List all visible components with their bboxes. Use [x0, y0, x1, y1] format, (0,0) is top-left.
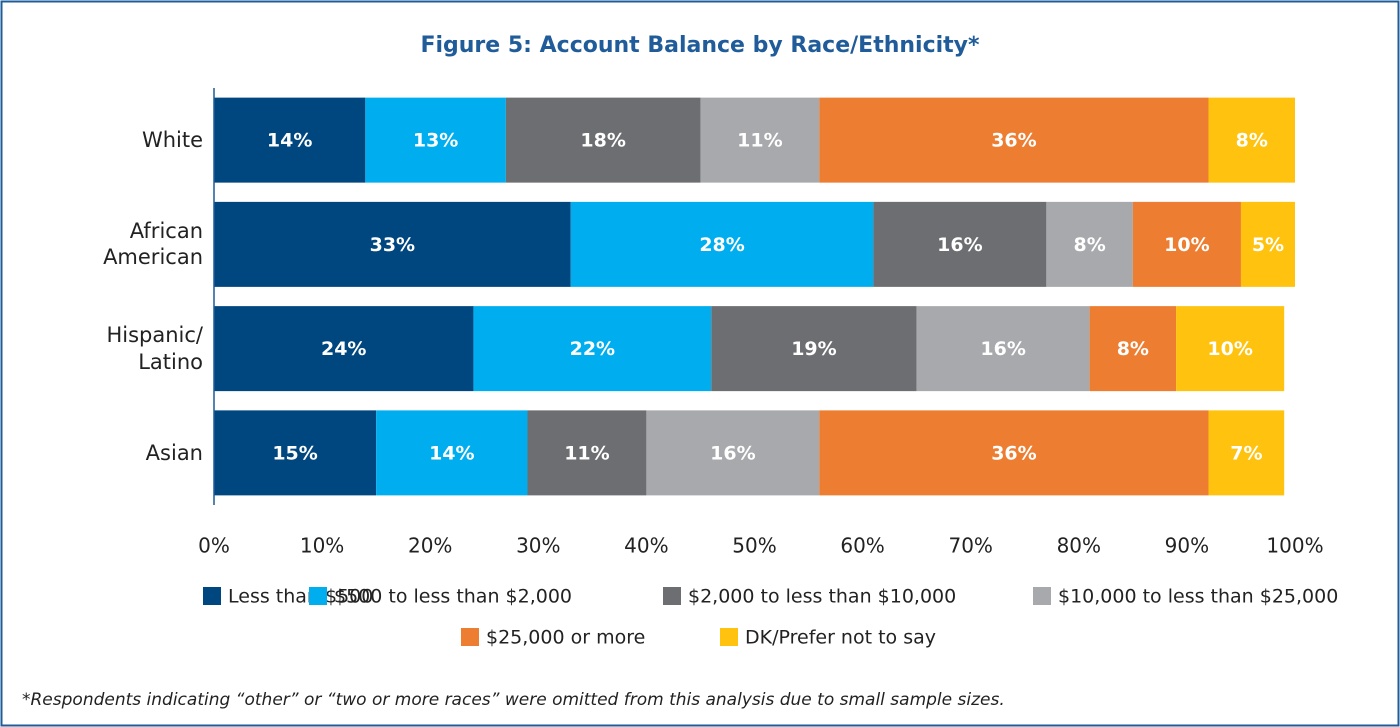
bar-segment — [214, 306, 474, 392]
x-tick-label: 10% — [300, 534, 344, 558]
data-label: 8% — [1073, 234, 1105, 256]
bar-segment — [873, 201, 1047, 287]
data-label: 18% — [580, 130, 625, 152]
bar-segment — [819, 97, 1209, 183]
legend-swatch — [203, 587, 221, 605]
data-label: 19% — [791, 338, 836, 360]
data-label: 7% — [1230, 442, 1262, 464]
x-tick-label: 20% — [408, 534, 452, 558]
category-label-box: African American — [103, 219, 203, 270]
legend-label: $25,000 or more — [486, 627, 645, 649]
x-tick-label: 70% — [948, 534, 992, 558]
data-label: 8% — [1117, 338, 1149, 360]
bar-segment — [819, 410, 1209, 496]
x-tick-label: 50% — [732, 534, 776, 558]
data-label: 22% — [570, 338, 615, 360]
legend-swatch — [720, 628, 738, 646]
data-label: 16% — [937, 234, 982, 256]
y-tick-label: White — [141, 128, 203, 152]
data-label: 16% — [980, 338, 1025, 360]
legend-swatch — [309, 587, 327, 605]
legend-label: $10,000 to less than $25,000 — [1058, 586, 1338, 608]
data-label: 14% — [267, 130, 312, 152]
x-tick-label: 80% — [1057, 534, 1101, 558]
bar-segment — [711, 306, 917, 392]
category-label-box: Hispanic/ Latino — [106, 323, 203, 374]
y-tick-label: Asian — [145, 440, 203, 465]
data-label: 11% — [564, 442, 609, 464]
bar-segment — [1208, 410, 1285, 496]
bar-segment — [214, 410, 377, 496]
category-label-box: White — [141, 128, 203, 152]
data-label: 14% — [429, 442, 474, 464]
data-label: 24% — [321, 338, 366, 360]
legend-label: DK/Prefer not to say — [745, 627, 936, 649]
bar-segment — [570, 201, 874, 287]
data-label: 5% — [1252, 234, 1284, 256]
bar-segment — [214, 97, 366, 183]
data-label: 28% — [699, 234, 744, 256]
legend-swatch — [1033, 587, 1051, 605]
bar-segment — [376, 410, 528, 496]
y-tick-label: African American — [103, 219, 203, 270]
bar-segment — [1132, 201, 1241, 287]
data-label: 16% — [710, 442, 755, 464]
legend-label: $500 to less than $2,000 — [334, 586, 572, 608]
legend-label: $2,000 to less than $10,000 — [688, 586, 956, 608]
category-label-box: Asian — [145, 440, 203, 465]
bar-segment — [505, 97, 701, 183]
bar-segment — [1208, 97, 1295, 183]
y-tick-label: Hispanic/ Latino — [106, 323, 203, 374]
legend-swatch — [461, 628, 479, 646]
data-label: 8% — [1236, 130, 1268, 152]
data-label: 13% — [413, 130, 458, 152]
x-tick-label: 0% — [198, 534, 230, 558]
data-label: 33% — [370, 234, 415, 256]
chart-title: Figure 5: Account Balance by Race/Ethnic… — [420, 33, 980, 58]
bar-segment — [1046, 201, 1133, 287]
data-label: 10% — [1207, 338, 1252, 360]
legend-label: Less than $500 — [228, 586, 373, 608]
x-tick-label: 60% — [840, 534, 884, 558]
bar-segment — [1240, 201, 1295, 287]
data-label: 36% — [991, 130, 1036, 152]
data-label: 11% — [737, 130, 782, 152]
bar-segment — [214, 201, 571, 287]
bar-segment — [473, 306, 712, 392]
bar-segment — [527, 410, 647, 496]
bar-segment — [700, 97, 820, 183]
bar-segment — [646, 410, 820, 496]
x-tick-label: 100% — [1266, 534, 1323, 558]
x-tick-label: 90% — [1165, 534, 1209, 558]
bar-segment — [365, 97, 506, 183]
legend-swatch — [663, 587, 681, 605]
bar-segment — [1176, 306, 1285, 392]
x-tick-label: 30% — [516, 534, 560, 558]
data-label: 10% — [1164, 234, 1209, 256]
footnote: *Respondents indicating “other” or “two … — [22, 690, 1005, 710]
bar-segment — [916, 306, 1090, 392]
data-label: 15% — [272, 442, 317, 464]
data-label: 36% — [991, 442, 1036, 464]
bar-segment — [1089, 306, 1177, 392]
x-tick-label: 40% — [624, 534, 668, 558]
